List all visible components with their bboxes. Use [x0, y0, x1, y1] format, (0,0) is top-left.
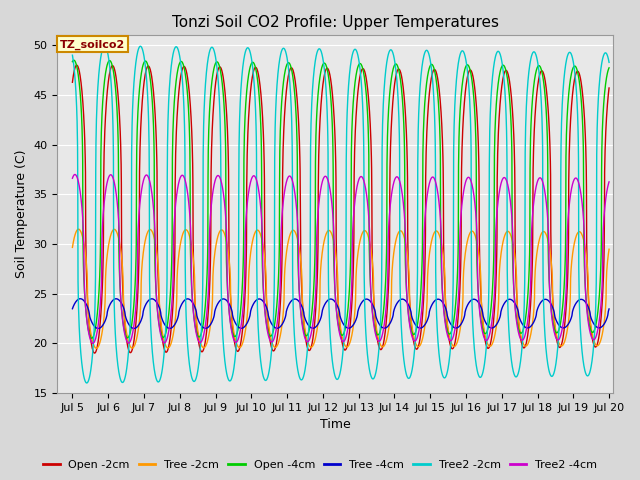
Tree -2cm: [68, 244, 76, 250]
Tree2 -4cm: [533, 181, 541, 187]
Tree -2cm: [605, 246, 613, 252]
Tree -2cm: [75, 226, 83, 232]
Open -4cm: [605, 65, 613, 71]
Open -4cm: [533, 66, 541, 72]
Line: Open -2cm: Open -2cm: [72, 65, 609, 353]
Line: Tree2 -2cm: Tree2 -2cm: [72, 46, 609, 383]
Open -4cm: [70, 57, 77, 63]
Tree2 -2cm: [373, 362, 381, 368]
Tree2 -4cm: [239, 313, 246, 319]
Open -2cm: [239, 329, 246, 335]
Tree2 -2cm: [123, 367, 131, 373]
Open -2cm: [373, 335, 381, 341]
Open -2cm: [91, 350, 99, 356]
Open -4cm: [239, 284, 246, 290]
Tree2 -2cm: [533, 55, 541, 61]
Open -2cm: [605, 85, 613, 91]
Tree2 -4cm: [123, 337, 131, 343]
Open -2cm: [73, 62, 81, 68]
Tree2 -4cm: [71, 172, 79, 178]
Tree -4cm: [373, 317, 381, 323]
Tree -2cm: [93, 346, 100, 351]
Open -4cm: [68, 59, 76, 64]
Line: Open -4cm: Open -4cm: [72, 60, 609, 338]
Tree -2cm: [502, 229, 510, 235]
Tree -4cm: [502, 298, 510, 303]
Tree2 -2cm: [239, 69, 246, 75]
Tree -4cm: [533, 308, 541, 314]
Text: TZ_soilco2: TZ_soilco2: [60, 39, 125, 49]
Tree -4cm: [239, 325, 246, 331]
Title: Tonzi Soil CO2 Profile: Upper Temperatures: Tonzi Soil CO2 Profile: Upper Temperatur…: [172, 15, 499, 30]
Tree2 -2cm: [68, 52, 76, 58]
Tree2 -4cm: [605, 179, 613, 185]
Tree -2cm: [123, 330, 131, 336]
Tree -4cm: [95, 325, 102, 331]
Open -4cm: [123, 334, 131, 340]
Tree2 -2cm: [100, 43, 108, 48]
Tree2 -4cm: [373, 336, 381, 342]
Tree2 -2cm: [605, 60, 613, 65]
Line: Tree2 -4cm: Tree2 -4cm: [72, 175, 609, 343]
Tree2 -2cm: [598, 60, 605, 66]
Open -2cm: [533, 90, 541, 96]
Open -4cm: [598, 147, 605, 153]
Line: Tree -4cm: Tree -4cm: [72, 299, 609, 328]
Open -4cm: [88, 336, 95, 341]
Tree -2cm: [533, 251, 541, 257]
Tree -4cm: [123, 317, 131, 323]
Open -4cm: [502, 71, 510, 76]
Y-axis label: Soil Temperature (C): Soil Temperature (C): [15, 150, 28, 278]
Tree -4cm: [68, 306, 76, 312]
Open -2cm: [68, 79, 76, 85]
X-axis label: Time: Time: [319, 419, 350, 432]
Open -2cm: [598, 305, 605, 311]
Open -2cm: [502, 68, 510, 73]
Tree2 -4cm: [598, 289, 605, 295]
Tree -2cm: [598, 333, 605, 339]
Tree2 -4cm: [89, 340, 97, 346]
Line: Tree -2cm: Tree -2cm: [72, 229, 609, 348]
Tree2 -2cm: [83, 380, 90, 386]
Tree2 -2cm: [502, 127, 510, 133]
Legend: Open -2cm, Tree -2cm, Open -4cm, Tree -4cm, Tree2 -2cm, Tree2 -4cm: Open -2cm, Tree -2cm, Open -4cm, Tree -4…: [38, 456, 602, 474]
Tree -2cm: [373, 330, 381, 336]
Open -2cm: [123, 336, 131, 342]
Tree -4cm: [77, 296, 84, 301]
Tree2 -4cm: [68, 175, 76, 181]
Tree2 -4cm: [502, 178, 510, 183]
Tree -4cm: [605, 306, 613, 312]
Tree -4cm: [598, 324, 605, 330]
Open -4cm: [373, 332, 381, 337]
Tree -2cm: [239, 341, 246, 347]
